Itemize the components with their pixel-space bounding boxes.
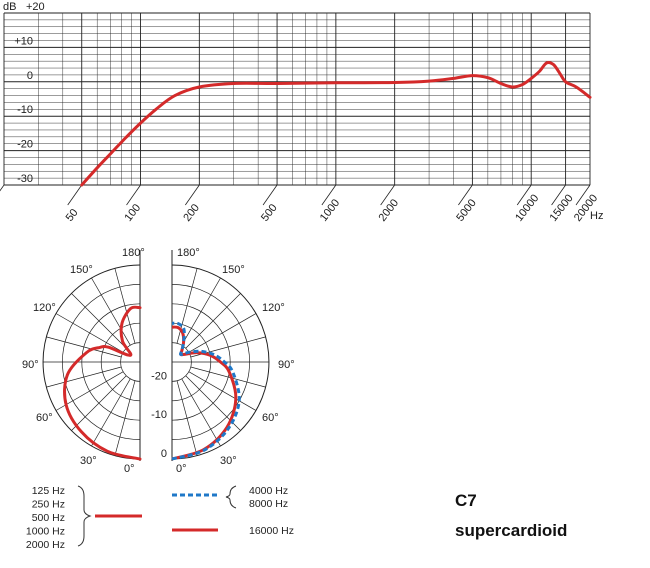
y-tick-labels: +20 +10 0 -10 -20 -30: [14, 1, 44, 185]
polar-spoke: [176, 268, 198, 344]
legend-label: 2000 Hz: [26, 539, 65, 551]
frequency-grid: [0, 12, 591, 206]
x-tick-mark: [575, 184, 591, 206]
polar-spoke: [46, 336, 122, 358]
polar-spoke: [181, 378, 221, 447]
polar-left-half: [42, 250, 142, 461]
x-tick-mark: [551, 184, 566, 206]
polar-radial-labels: 0 -10 -20: [151, 370, 167, 460]
polar-radial-label: -20: [151, 370, 167, 382]
legend-label: 500 Hz: [32, 512, 65, 524]
polar-spoke: [176, 380, 198, 456]
x-tick-label: 200: [181, 202, 202, 224]
polar-angle-label: 180°: [177, 247, 200, 259]
polar-spoke: [185, 293, 241, 349]
pattern-name: supercardioid: [455, 521, 567, 540]
x-tick-label: 500: [259, 202, 280, 224]
polar-curve-low-frequencies: [63, 305, 142, 461]
y-axis-unit-label: dB: [3, 1, 16, 13]
legend-label: 1000 Hz: [26, 526, 65, 538]
polar-angle-label: 30°: [80, 455, 97, 467]
polar-angle-label: 120°: [262, 302, 285, 314]
polar-angle-label: 90°: [22, 359, 39, 371]
polar-angle-label: 60°: [36, 412, 53, 424]
polar-spoke: [188, 313, 257, 353]
polar-pattern-chart: 180° 180° 150° 150° 120° 120° 90° 90° 60° 60° 30° 3…: [22, 247, 295, 475]
legend-label: 4000 Hz: [249, 485, 288, 497]
polar-angle-label: 120°: [33, 302, 56, 314]
x-tick-label: 5000: [454, 197, 479, 224]
model-name: C7: [455, 491, 477, 510]
polar-spoke: [188, 371, 257, 411]
polar-angle-labels: 180° 180° 150° 150° 120° 120° 90° 90° 60° 60° 30° 3…: [22, 247, 295, 475]
polar-angle-label: 0°: [176, 463, 187, 475]
polar-spoke: [190, 366, 266, 388]
y-tick-label: -30: [17, 173, 33, 185]
y-tick-label: +10: [14, 35, 33, 47]
polar-spoke: [91, 277, 131, 346]
polar-spoke: [114, 380, 136, 456]
polar-angle-label: 30°: [220, 455, 237, 467]
polar-spoke: [55, 313, 124, 353]
x-tick-label: 20: [0, 207, 3, 224]
x-tick-mark: [380, 184, 395, 206]
polar-angle-label: 150°: [222, 264, 245, 276]
polar-radial-label: 0: [161, 448, 167, 460]
x-tick-mark: [126, 184, 141, 206]
polar-angle-label: 60°: [262, 412, 279, 424]
legend-high-frequency-labels: 16000 Hz: [249, 525, 294, 537]
y-tick-label: 0: [27, 70, 33, 82]
x-tick-mark: [516, 184, 532, 206]
polar-angle-label: 150°: [70, 264, 93, 276]
x-tick-label: 100: [122, 202, 143, 224]
polar-angle-label: 180°: [122, 247, 145, 259]
legend-brace-left: [77, 485, 92, 547]
x-tick-mark: [321, 184, 337, 206]
polar-angle-label: 0°: [124, 463, 135, 475]
polar-spoke: [46, 366, 122, 388]
frequency-response-line: [80, 60, 592, 187]
x-tick-label: 1000: [318, 197, 343, 224]
polar-spoke: [71, 293, 127, 349]
legend-label: 250 Hz: [32, 499, 65, 511]
x-tick-label: 50: [64, 207, 81, 224]
x-tick-mark: [0, 184, 5, 192]
x-tick-mark: [458, 184, 473, 206]
x-tick-label: 15000: [548, 192, 576, 223]
x-tick-mark: [67, 184, 83, 206]
y-tick-label: -20: [17, 139, 33, 151]
x-tick-label: 10000: [513, 192, 541, 223]
y-tick-label: -10: [17, 104, 33, 116]
polar-radial-label: -10: [151, 409, 167, 421]
x-tick-mark: [262, 184, 278, 206]
polar-spoke: [71, 375, 127, 431]
legend-label: 16000 Hz: [249, 525, 294, 537]
polar-curve-mid-frequencies: [171, 321, 241, 461]
polar-spoke: [91, 378, 131, 447]
x-tick-label: 2000: [377, 197, 402, 224]
polar-spoke: [114, 268, 136, 344]
y-tick-label: +20: [26, 1, 45, 13]
polar-spoke: [181, 277, 221, 346]
x-axis-unit-label: Hz: [590, 210, 603, 222]
frequency-response-chart: dB +20 +10 0 -10 -20 -30 20 50 100 200 500 1000 200…: [0, 1, 603, 224]
legend-label: 125 Hz: [32, 485, 65, 497]
x-tick-mark: [185, 184, 200, 206]
legend-brace-right: [225, 485, 237, 509]
legend-label: 8000 Hz: [249, 498, 288, 510]
polar-angle-label: 90°: [278, 359, 295, 371]
polar-right-half: [171, 250, 270, 461]
